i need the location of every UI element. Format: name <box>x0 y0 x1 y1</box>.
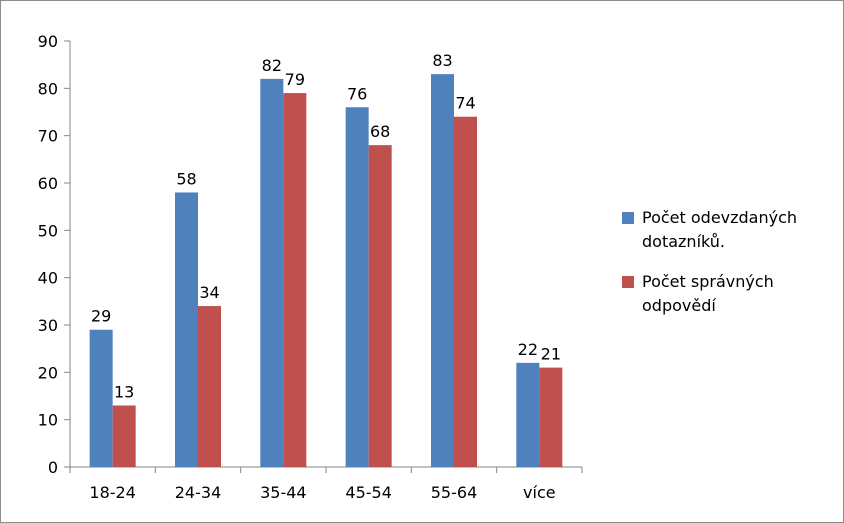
bar-submitted <box>345 107 369 468</box>
data-label: 58 <box>176 169 196 188</box>
data-label: 21 <box>541 345 561 364</box>
bar-correct <box>539 367 563 467</box>
legend-swatch-series-1 <box>622 212 634 224</box>
bar-correct <box>454 116 477 467</box>
y-tick-label: 40 <box>38 269 58 288</box>
legend-swatch-series-2 <box>622 276 634 288</box>
legend-label-series-2: Počet správných odpovědí <box>642 272 774 315</box>
bar-submitted <box>260 78 284 467</box>
y-tick-label: 0 <box>48 458 58 477</box>
x-tick-label: 45-54 <box>345 483 392 502</box>
bar-submitted <box>175 192 198 467</box>
legend-item-series-1: Počet odevzdaných dotazníků. <box>622 206 837 254</box>
y-tick-label: 20 <box>38 363 58 382</box>
x-tick-label: 35-44 <box>260 483 307 502</box>
data-label: 74 <box>455 94 475 113</box>
bar-submitted <box>431 74 454 467</box>
legend-item-series-2: Počet správných odpovědí <box>622 270 837 318</box>
y-tick-label: 30 <box>38 316 58 335</box>
x-tick-label: 18-24 <box>89 483 136 502</box>
x-tick-label: více <box>523 483 556 502</box>
bar-correct <box>283 93 307 468</box>
bar-submitted <box>89 329 113 467</box>
y-tick-label: 90 <box>38 32 58 51</box>
bar-correct <box>112 405 136 467</box>
legend-label-series-1: Počet odevzdaných dotazníků. <box>642 208 798 251</box>
data-label: 76 <box>347 84 367 103</box>
data-label: 82 <box>262 56 282 75</box>
data-label: 29 <box>91 307 111 326</box>
legend: Počet odevzdaných dotazníků. Počet správ… <box>622 206 837 334</box>
x-tick-label: 55-64 <box>431 483 478 502</box>
bar-correct <box>198 306 221 467</box>
data-label: 22 <box>518 340 538 359</box>
y-tick-label: 60 <box>38 174 58 193</box>
data-label: 68 <box>370 122 390 141</box>
data-label: 79 <box>285 70 305 89</box>
bar-submitted <box>516 362 540 467</box>
y-tick-label: 10 <box>38 411 58 430</box>
data-label: 13 <box>114 382 134 401</box>
data-label: 83 <box>432 51 452 70</box>
data-label: 34 <box>199 283 219 302</box>
x-tick-label: 24-34 <box>175 483 222 502</box>
bar-correct <box>368 145 392 467</box>
y-tick-label: 70 <box>38 127 58 146</box>
y-tick-label: 50 <box>38 221 58 240</box>
y-tick-label: 80 <box>38 79 58 98</box>
